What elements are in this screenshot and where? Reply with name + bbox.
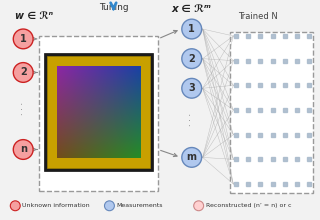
FancyBboxPatch shape (47, 56, 150, 168)
Circle shape (194, 201, 204, 211)
Text: x ∈ ℛᵐ: x ∈ ℛᵐ (172, 4, 212, 14)
Text: Trained N: Trained N (238, 12, 278, 21)
Text: Tuning: Tuning (99, 3, 128, 12)
Circle shape (182, 49, 202, 69)
Text: 2: 2 (20, 68, 27, 77)
Text: Unknown information: Unknown information (22, 203, 90, 208)
FancyBboxPatch shape (39, 36, 158, 191)
Text: Reconstructed (n’ = n) or c: Reconstructed (n’ = n) or c (206, 203, 291, 208)
Text: n: n (20, 145, 27, 154)
Circle shape (13, 140, 33, 159)
Circle shape (182, 19, 202, 39)
Text: · · ·: · · · (19, 101, 28, 115)
Circle shape (182, 148, 202, 167)
Text: 1: 1 (20, 34, 27, 44)
Text: Measurements: Measurements (116, 203, 163, 208)
Text: · · ·: · · · (187, 113, 196, 126)
FancyBboxPatch shape (230, 32, 313, 193)
Circle shape (13, 63, 33, 82)
Circle shape (10, 201, 20, 211)
Text: w ∈ ℛⁿ: w ∈ ℛⁿ (15, 11, 53, 21)
FancyBboxPatch shape (44, 53, 153, 171)
Text: 3: 3 (188, 83, 195, 93)
Circle shape (182, 78, 202, 98)
Text: 1: 1 (188, 24, 195, 34)
Circle shape (105, 201, 114, 211)
Text: 2: 2 (188, 54, 195, 64)
Circle shape (13, 29, 33, 49)
Text: m: m (187, 152, 197, 162)
